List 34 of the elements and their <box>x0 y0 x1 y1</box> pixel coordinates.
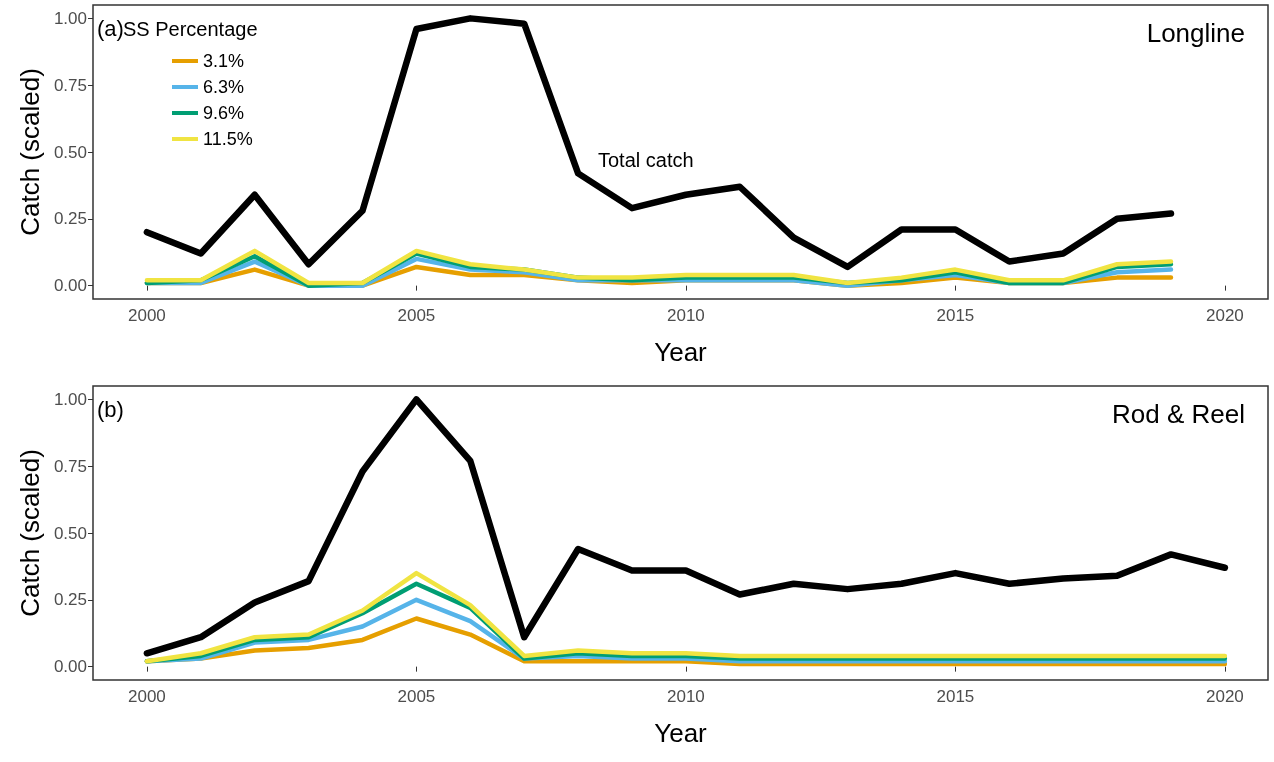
x-tick-label: 2005 <box>397 687 436 706</box>
y-tick-label: 1.00 <box>53 8 87 28</box>
y-tick-label: 0.25 <box>53 590 87 610</box>
x-tick-label: 2015 <box>936 306 975 325</box>
y-tick-label: 0.75 <box>53 456 87 476</box>
x-tick-label: 2000 <box>127 306 166 325</box>
y-tick-label: 0.50 <box>53 523 87 543</box>
annotation: (b) <box>97 396 124 422</box>
legend-label: 11.5% <box>203 129 253 149</box>
y-tick-label: 0.50 <box>53 142 87 162</box>
x-tick-label: 2000 <box>127 687 166 706</box>
y-tick-label: 0.00 <box>53 276 87 296</box>
y-tick-label: 0.00 <box>53 657 87 677</box>
y-tick-label: 1.00 <box>53 389 87 409</box>
x-tick-label: 2010 <box>666 687 705 706</box>
x-tick-label: 2010 <box>666 306 705 325</box>
annotation: Total catch <box>598 149 694 171</box>
legend-label: 6.3% <box>203 77 245 97</box>
y-tick-label: 0.25 <box>53 209 87 229</box>
legend-title: SS Percentage <box>123 18 258 40</box>
legend-label: 9.6% <box>203 103 245 123</box>
x-axis-title: Year <box>654 337 708 367</box>
y-axis-title: Catch (scaled) <box>15 449 45 617</box>
annotation: (a) <box>97 15 124 41</box>
y-axis-title: Catch (scaled) <box>15 68 45 236</box>
x-tick-label: 2020 <box>1205 687 1244 706</box>
x-axis-title: Year <box>654 718 708 748</box>
x-tick-label: 2015 <box>936 687 975 706</box>
text: Longline <box>1146 18 1245 48</box>
x-tick-label: 2020 <box>1205 306 1244 325</box>
text: Rod & Reel <box>1112 399 1246 429</box>
x-tick-label: 2005 <box>397 306 436 325</box>
y-tick-label: 0.75 <box>53 75 87 95</box>
legend-label: 3.1% <box>203 51 245 71</box>
